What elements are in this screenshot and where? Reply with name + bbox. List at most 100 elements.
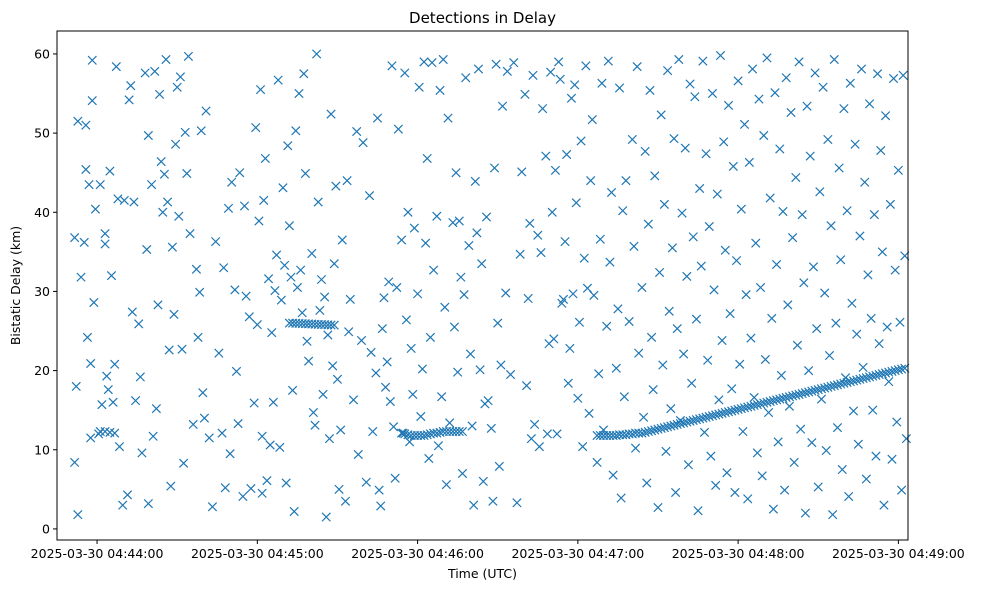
data-point [627,134,637,145]
data-point [895,317,905,327]
data-point [547,207,557,217]
data-point [336,425,346,435]
data-point [690,92,700,102]
data-point [124,95,134,105]
data-point [746,333,756,343]
data-point [214,348,224,358]
data-point [110,428,120,438]
data-point [291,126,301,136]
data-point [832,422,843,433]
data-point [268,397,278,407]
data-point [225,449,235,459]
data-point [195,287,205,297]
data-point [571,198,581,208]
data-point [534,441,545,452]
data-point [537,103,548,114]
data-point [385,396,395,407]
data-point [406,343,416,354]
data-point [87,96,97,106]
data-point [475,365,485,375]
data-point [361,477,371,487]
data-point [656,110,666,120]
data-point [853,439,863,449]
data-point [443,113,453,123]
data-point [488,496,498,506]
data-point [776,370,787,380]
data-point [509,58,519,68]
data-point [824,350,835,361]
data-point [281,478,291,488]
data-point [536,248,546,258]
data-point [328,361,338,371]
data-point [680,143,690,153]
data-point [177,344,187,354]
data-point [541,151,551,161]
data-point [441,479,452,490]
data-point [725,308,735,319]
data-point [440,302,450,312]
data-point [755,282,766,293]
data-point [719,137,729,147]
data-point [650,171,660,181]
data-point [698,56,708,66]
data-point [683,460,694,470]
data-point [529,419,540,430]
data-point [254,216,264,226]
data-point [852,329,862,339]
data-point [520,89,530,99]
data-point [563,378,573,388]
data-point [842,206,852,216]
data-point [337,235,347,245]
data-point [807,438,817,448]
data-point [156,156,166,167]
data-point [153,300,163,310]
data-point [241,291,251,301]
data-point [315,305,325,316]
data-point [808,262,819,272]
data-point [372,113,383,123]
data-point [417,364,428,374]
data-point [533,230,543,240]
data-point [193,332,203,342]
data-point [472,228,482,238]
data-point [244,312,254,322]
data-point [816,394,827,404]
data-point [344,327,354,337]
data-point [122,490,133,500]
data-point [287,385,298,396]
data-point [86,433,96,443]
data-point [805,151,815,161]
data-point [505,369,516,380]
data-point [478,476,488,487]
data-point [893,165,904,175]
data-point [100,239,110,249]
data-point [804,365,814,376]
data-point [95,179,105,190]
data-point [464,240,474,251]
data-point [271,250,282,260]
data-point [428,265,439,275]
data-point [313,197,323,207]
data-point [435,85,445,95]
data-point [714,395,724,405]
data-point [880,111,891,121]
data-point [182,168,192,179]
data-point [302,336,312,346]
data-point [135,372,145,382]
data-point [597,78,607,88]
data-point [637,282,647,293]
data-point [102,371,112,381]
data-point [670,487,681,498]
data-point [669,134,679,144]
data-point [106,270,117,281]
data-point [310,420,320,430]
data-point [382,357,392,367]
data-point [491,59,501,69]
data-point [166,481,176,491]
data-point [76,272,86,282]
data-point [294,88,304,99]
data-point [800,508,811,518]
data-point [454,216,464,226]
data-point [847,298,857,308]
